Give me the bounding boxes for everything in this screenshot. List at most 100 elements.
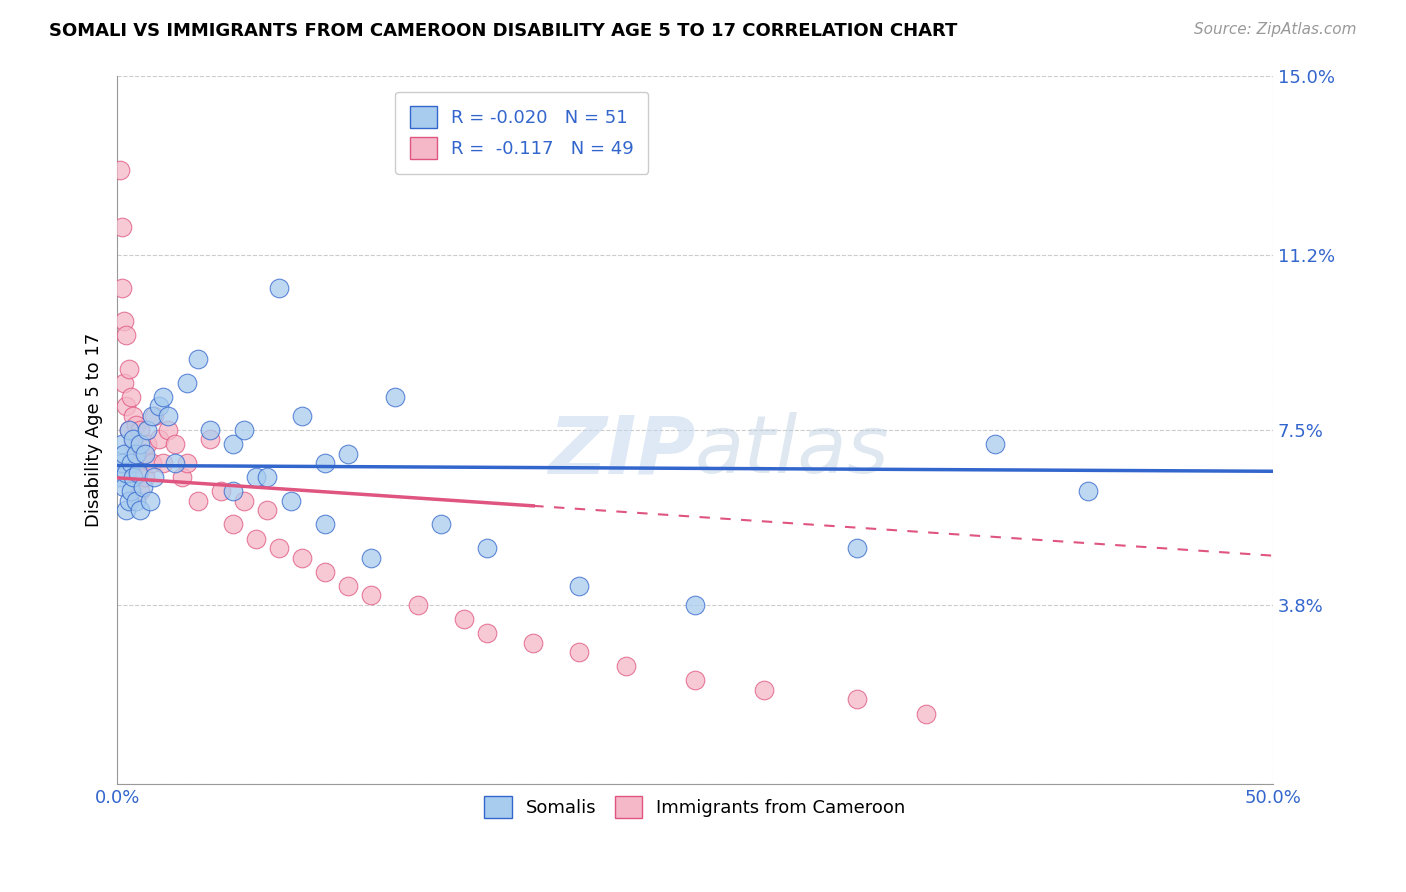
Point — [406, 598, 429, 612]
Point — [337, 447, 360, 461]
Point — [453, 612, 475, 626]
Text: ZIP: ZIP — [547, 412, 695, 491]
Point — [256, 503, 278, 517]
Point — [157, 423, 180, 437]
Point — [122, 437, 145, 451]
Point — [134, 470, 156, 484]
Point — [152, 456, 174, 470]
Point — [118, 494, 141, 508]
Point — [360, 550, 382, 565]
Point — [475, 626, 498, 640]
Point — [127, 466, 149, 480]
Point — [915, 706, 938, 721]
Point — [568, 579, 591, 593]
Point — [754, 682, 776, 697]
Point — [614, 659, 637, 673]
Point — [314, 517, 336, 532]
Point — [148, 400, 170, 414]
Point — [120, 390, 142, 404]
Point — [187, 352, 209, 367]
Point — [280, 494, 302, 508]
Point — [222, 437, 245, 451]
Point — [111, 219, 134, 234]
Point — [136, 437, 159, 451]
Point — [124, 494, 146, 508]
Point — [118, 361, 141, 376]
Point — [198, 423, 221, 437]
Point — [256, 470, 278, 484]
Point — [122, 470, 145, 484]
Point — [683, 598, 706, 612]
Point — [291, 550, 314, 565]
Text: Source: ZipAtlas.com: Source: ZipAtlas.com — [1194, 22, 1357, 37]
Point — [120, 484, 142, 499]
Point — [267, 281, 290, 295]
Point — [233, 494, 256, 508]
Point — [115, 400, 138, 414]
Legend: Somalis, Immigrants from Cameroon: Somalis, Immigrants from Cameroon — [477, 789, 912, 825]
Y-axis label: Disability Age 5 to 17: Disability Age 5 to 17 — [86, 333, 103, 527]
Point — [138, 494, 160, 508]
Point — [134, 447, 156, 461]
Point — [112, 376, 135, 390]
Point — [124, 418, 146, 433]
Point — [108, 470, 131, 484]
Point — [129, 423, 152, 437]
Point — [245, 470, 267, 484]
Point — [111, 437, 134, 451]
Point — [122, 433, 145, 447]
Point — [141, 409, 163, 423]
Point — [522, 635, 544, 649]
Point — [163, 456, 186, 470]
Text: SOMALI VS IMMIGRANTS FROM CAMEROON DISABILITY AGE 5 TO 17 CORRELATION CHART: SOMALI VS IMMIGRANTS FROM CAMEROON DISAB… — [49, 22, 957, 40]
Point — [222, 484, 245, 499]
Point — [112, 314, 135, 328]
Point — [267, 541, 290, 555]
Point — [118, 423, 141, 437]
Point — [122, 409, 145, 423]
Point — [245, 532, 267, 546]
Point — [115, 328, 138, 343]
Point — [127, 456, 149, 470]
Point — [152, 390, 174, 404]
Point — [845, 541, 868, 555]
Point — [233, 423, 256, 437]
Point — [157, 409, 180, 423]
Point — [136, 423, 159, 437]
Point — [568, 645, 591, 659]
Point — [209, 484, 232, 499]
Point — [314, 565, 336, 579]
Point — [163, 437, 186, 451]
Point — [176, 456, 198, 470]
Point — [314, 456, 336, 470]
Point — [141, 456, 163, 470]
Point — [198, 433, 221, 447]
Point — [429, 517, 451, 532]
Point — [176, 376, 198, 390]
Point — [360, 588, 382, 602]
Point — [115, 466, 138, 480]
Point — [129, 437, 152, 451]
Point — [129, 484, 152, 499]
Point — [291, 409, 314, 423]
Point — [683, 673, 706, 688]
Point — [384, 390, 406, 404]
Point — [129, 503, 152, 517]
Point — [108, 163, 131, 178]
Point — [143, 409, 166, 423]
Point — [118, 423, 141, 437]
Point — [337, 579, 360, 593]
Point — [131, 447, 153, 461]
Point — [475, 541, 498, 555]
Point — [148, 433, 170, 447]
Point — [845, 692, 868, 706]
Point — [124, 447, 146, 461]
Point — [120, 456, 142, 470]
Point — [115, 503, 138, 517]
Point — [1077, 484, 1099, 499]
Point — [143, 470, 166, 484]
Point — [111, 456, 134, 470]
Point — [222, 517, 245, 532]
Text: atlas: atlas — [695, 412, 890, 491]
Point — [984, 437, 1007, 451]
